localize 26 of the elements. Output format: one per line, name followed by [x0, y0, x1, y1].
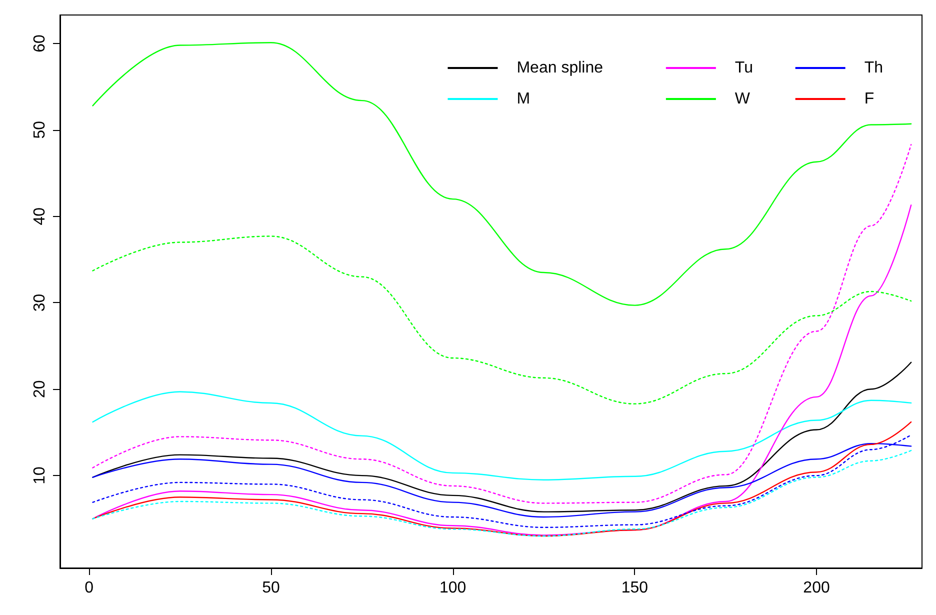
line-series: [92, 421, 912, 537]
line-series: [92, 362, 912, 512]
line-series: [92, 434, 912, 528]
legend-label: Th: [864, 60, 883, 76]
line-series: [92, 204, 912, 536]
x-tick-label: 100: [439, 580, 466, 596]
x-tick-label: 50: [262, 580, 280, 596]
legend-label: M: [516, 90, 530, 108]
x-tick-label: 150: [621, 580, 648, 596]
y-tick-label: 50: [32, 120, 48, 139]
line-series: [92, 391, 912, 480]
y-tick-label: 40: [32, 207, 48, 226]
y-tick-label: 30: [32, 294, 48, 312]
legend-label: F: [864, 90, 874, 108]
y-tick-label: 20: [32, 380, 48, 398]
line-series: [92, 236, 912, 404]
x-tick-label: 200: [803, 580, 830, 596]
line-series: [92, 144, 912, 504]
legend-label: Tu: [734, 60, 753, 76]
line-series: [92, 42, 912, 306]
line-series: [92, 450, 912, 537]
legend-label: W: [734, 90, 751, 108]
legend-label: Mean spline: [516, 60, 604, 76]
y-tick-label: 10: [32, 466, 48, 484]
y-tick-label: 60: [32, 34, 48, 52]
x-tick-label: 0: [84, 580, 94, 596]
